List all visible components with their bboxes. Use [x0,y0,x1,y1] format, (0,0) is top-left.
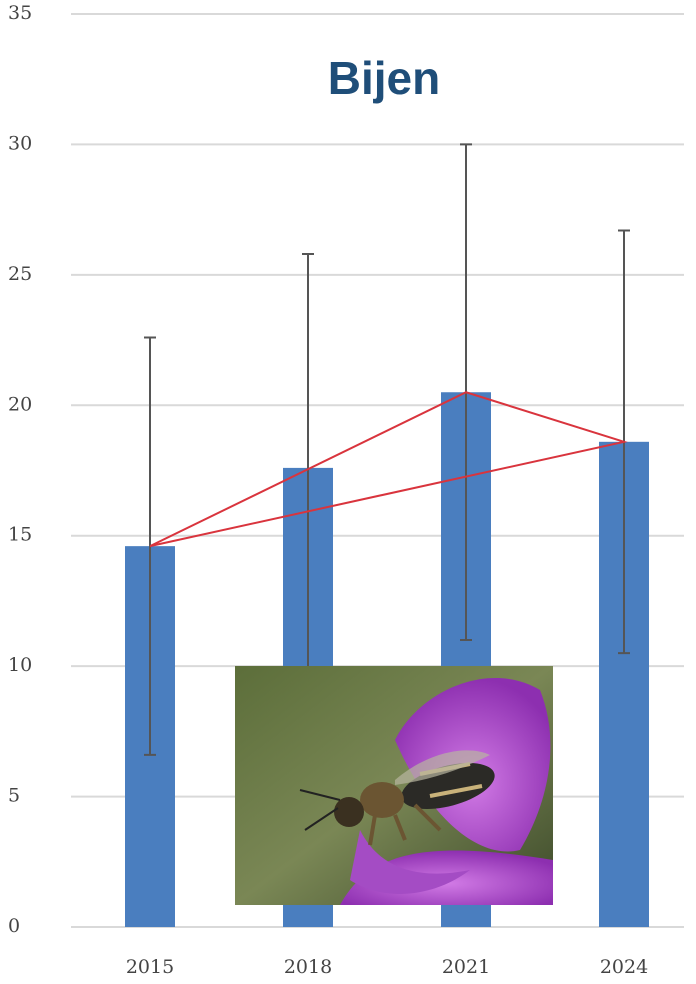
chart-title: Bijen [328,52,440,104]
y-tick-label: 10 [8,654,32,676]
grid: 0 5 10 15 20 25 30 35 2015 2018 2021 2024 [8,2,684,978]
y-tick-label: 5 [8,785,20,807]
bee-photo [235,666,553,905]
x-tick-label: 2021 [442,956,490,978]
y-tick-label: 35 [8,2,32,24]
y-tick-label: 25 [8,263,32,285]
x-tick-label: 2015 [126,956,174,978]
y-tick-label: 0 [8,915,20,937]
x-tick-label: 2018 [284,956,332,978]
y-tick-label: 20 [8,393,32,415]
connector-line [149,391,628,548]
y-tick-label: 30 [8,132,32,154]
x-tick-label: 2024 [600,956,648,978]
y-tick-label: 15 [8,524,32,546]
